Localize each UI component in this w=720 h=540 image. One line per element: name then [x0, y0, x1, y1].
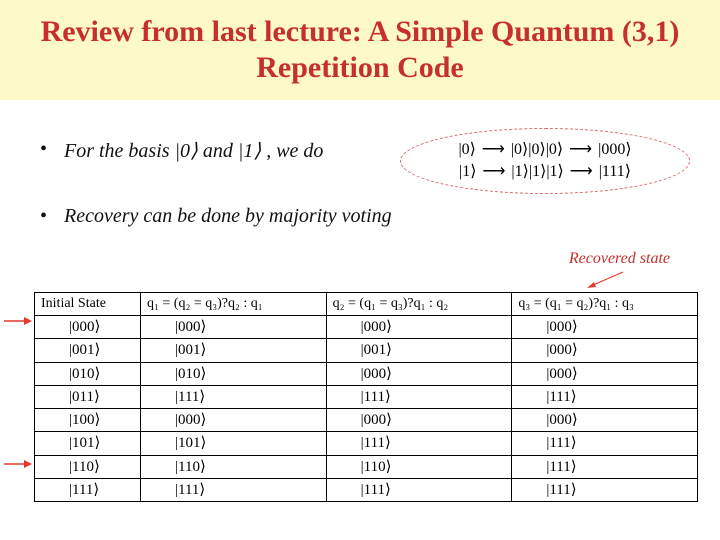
cell: |010⟩ [141, 362, 327, 385]
cell: |111⟩ [35, 478, 141, 501]
table-row: |011⟩ |111⟩ |111⟩ |111⟩ [35, 385, 698, 408]
map1-b: |1⟩|1⟩|1⟩ [511, 163, 563, 180]
recovered-arrow-icon [585, 270, 625, 288]
bullet-1-post: , we do [261, 140, 323, 162]
cell: |000⟩ [326, 409, 512, 432]
cell: |110⟩ [141, 455, 327, 478]
table-row: |010⟩ |010⟩ |000⟩ |000⟩ [35, 362, 698, 385]
cell: |111⟩ [512, 455, 698, 478]
cell: |000⟩ [326, 362, 512, 385]
cell: |000⟩ [512, 316, 698, 339]
cell: |010⟩ [35, 362, 141, 385]
table-row: |101⟩ |101⟩ |111⟩ |111⟩ [35, 432, 698, 455]
cell: |111⟩ [141, 478, 327, 501]
cell: |111⟩ [512, 385, 698, 408]
map1-c: |111⟩ [599, 163, 631, 180]
cell: |000⟩ [512, 339, 698, 362]
arrow-icon: ⟶ [476, 163, 511, 180]
majority-voting-table: Initial State q₁ = (q₂ = q₃)?q₂ : q₁ q₂ … [34, 292, 698, 502]
table-row: |000⟩ |000⟩ |000⟩ |000⟩ [35, 316, 698, 339]
cell: |110⟩ [326, 455, 512, 478]
bullet-1-mid: and [198, 140, 238, 162]
cell: |111⟩ [141, 385, 327, 408]
map0-b: |0⟩|0⟩|0⟩ [511, 141, 563, 158]
map0-a: |0⟩ [458, 141, 475, 158]
map1-a: |1⟩ [459, 163, 476, 180]
bullet-1-pre: For the basis [64, 140, 175, 162]
ket-0: |0⟩ [175, 140, 198, 162]
col-header-q1: q₁ = (q₂ = q₃)?q₂ : q₁ [141, 293, 327, 316]
mapping-line-1: |1⟩⟶|1⟩|1⟩|1⟩⟶|111⟩ [459, 161, 631, 183]
map0-c: |000⟩ [598, 141, 631, 158]
table-row: |001⟩ |001⟩ |001⟩ |000⟩ [35, 339, 698, 362]
cell: |011⟩ [35, 385, 141, 408]
mapping-line-0: |0⟩⟶|0⟩|0⟩|0⟩⟶|000⟩ [458, 139, 631, 161]
cell: |000⟩ [35, 316, 141, 339]
cell: |100⟩ [35, 409, 141, 432]
col-header-q2: q₂ = (q₁ = q₃)?q₁ : q₂ [326, 293, 512, 316]
arrow-icon: ⟶ [563, 141, 598, 158]
cell: |111⟩ [512, 432, 698, 455]
table-row: |111⟩ |111⟩ |111⟩ |111⟩ [35, 478, 698, 501]
col-header-initial: Initial State [35, 293, 141, 316]
cell: |111⟩ [326, 385, 512, 408]
row-arrow-icon [4, 458, 32, 470]
cell: |000⟩ [512, 409, 698, 432]
arrow-icon: ⟶ [564, 163, 599, 180]
cell: |000⟩ [512, 362, 698, 385]
row-arrow-icon [4, 315, 32, 327]
col-header-q3: q₃ = (q₁ = q₂)?q₁ : q₃ [512, 293, 698, 316]
cell: |001⟩ [141, 339, 327, 362]
table-row: |100⟩ |000⟩ |000⟩ |000⟩ [35, 409, 698, 432]
cell: |111⟩ [512, 478, 698, 501]
recovered-state-label: Recovered state [569, 250, 670, 268]
cell: |001⟩ [326, 339, 512, 362]
ket-1: |1⟩ [238, 140, 261, 162]
slide-title: Review from last lecture: A Simple Quant… [24, 14, 696, 86]
cell: |000⟩ [141, 409, 327, 432]
encoding-mapping: |0⟩⟶|0⟩|0⟩|0⟩⟶|000⟩ |1⟩⟶|1⟩|1⟩|1⟩⟶|111⟩ [400, 128, 690, 194]
arrow-icon: ⟶ [476, 141, 511, 158]
table-row: |110⟩ |110⟩ |110⟩ |111⟩ [35, 455, 698, 478]
cell: |111⟩ [326, 478, 512, 501]
cell: |000⟩ [141, 316, 327, 339]
title-banner: Review from last lecture: A Simple Quant… [0, 0, 720, 100]
cell: |110⟩ [35, 455, 141, 478]
cell: |111⟩ [326, 432, 512, 455]
cell: |000⟩ [326, 316, 512, 339]
bullet-2: Recovery can be done by majority voting [64, 205, 700, 228]
table-header-row: Initial State q₁ = (q₂ = q₃)?q₂ : q₁ q₂ … [35, 293, 698, 316]
cell: |101⟩ [141, 432, 327, 455]
voting-table: Initial State q₁ = (q₂ = q₃)?q₂ : q₁ q₂ … [34, 292, 698, 502]
cell: |101⟩ [35, 432, 141, 455]
cell: |001⟩ [35, 339, 141, 362]
